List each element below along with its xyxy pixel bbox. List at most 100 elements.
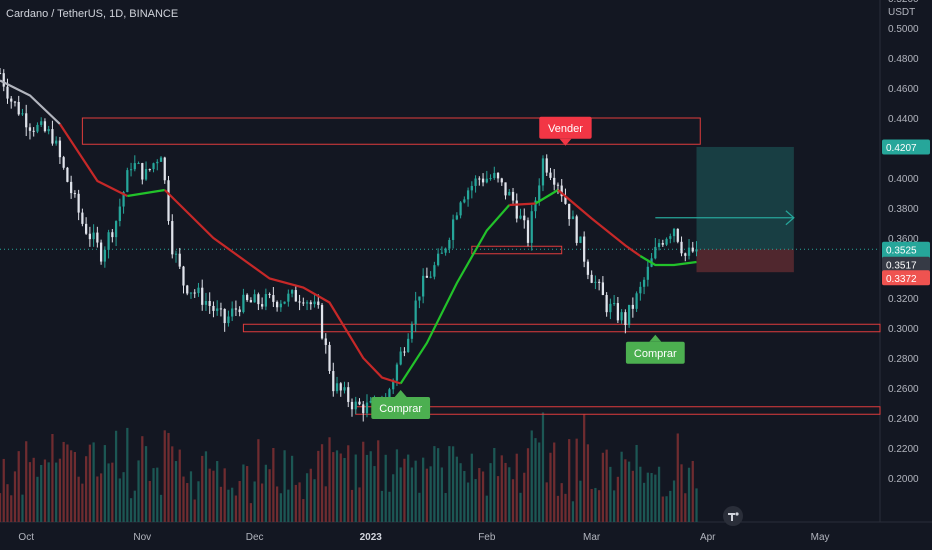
volume-bar xyxy=(534,438,537,522)
candle-body xyxy=(639,286,642,294)
candle-body xyxy=(283,301,286,304)
volume-bar xyxy=(616,476,619,522)
candle-body xyxy=(332,371,335,392)
volume-bar xyxy=(159,494,163,522)
candle-body xyxy=(392,380,395,390)
candle-body xyxy=(601,282,605,296)
candle-body xyxy=(605,295,608,313)
candle-body xyxy=(58,140,62,158)
volume-bar xyxy=(433,446,436,522)
candle-body xyxy=(118,206,121,222)
candle-body xyxy=(399,351,402,365)
volume-bar xyxy=(186,483,189,522)
volume-bar xyxy=(437,448,440,522)
volume-bar xyxy=(380,490,384,522)
candle-body xyxy=(508,191,511,196)
volume-bar xyxy=(429,466,432,522)
candle-body xyxy=(70,181,73,194)
volume-bar xyxy=(85,456,88,522)
volume-bar xyxy=(350,489,354,522)
candle-body xyxy=(6,86,9,99)
volume-bar xyxy=(174,461,178,522)
candle-body xyxy=(36,124,39,132)
volume-bar xyxy=(410,467,414,522)
volume-bar xyxy=(489,463,492,522)
time-tick-label: Dec xyxy=(246,532,264,543)
volume-bar xyxy=(470,453,473,522)
volume-bar xyxy=(73,451,77,522)
candle-body xyxy=(246,294,249,301)
price-tick-label: 0.3600 xyxy=(888,234,919,245)
volume-bar xyxy=(695,488,698,522)
candle-body xyxy=(305,302,309,304)
candle-body xyxy=(410,324,414,339)
price-tick-label: 0.2000 xyxy=(888,474,919,485)
volume-bar xyxy=(129,498,133,522)
moving-average-line xyxy=(639,255,697,267)
volume-bar xyxy=(672,480,676,522)
volume-bar xyxy=(212,470,215,522)
volume-bar xyxy=(88,444,91,522)
volume-bar xyxy=(613,490,616,522)
candle-body xyxy=(609,303,612,313)
candle-body xyxy=(144,169,148,180)
candle-body xyxy=(253,294,256,303)
candle-body xyxy=(575,216,578,243)
candle-body xyxy=(493,172,496,179)
volume-bar xyxy=(126,427,129,522)
volume-bar xyxy=(66,444,69,522)
candle-body xyxy=(275,301,279,308)
volume-bar xyxy=(114,430,118,522)
candle-body xyxy=(538,185,541,201)
volume-bar xyxy=(2,458,5,522)
candle-body xyxy=(21,113,24,115)
volume-bar xyxy=(601,452,605,522)
candle-body xyxy=(227,316,230,324)
volume-bar xyxy=(564,493,567,522)
candle-body xyxy=(433,265,436,277)
time-tick-label: 2023 xyxy=(360,532,383,543)
candle-body xyxy=(212,305,215,311)
candle-body xyxy=(335,383,339,392)
candle-body xyxy=(504,182,507,196)
time-tick-label: Feb xyxy=(478,532,496,543)
volume-bar xyxy=(40,464,43,522)
volume-bar xyxy=(133,490,136,522)
volume-bar xyxy=(103,445,106,522)
volume-bar xyxy=(627,461,631,522)
candle-body xyxy=(320,304,324,339)
volume-bar xyxy=(272,447,275,522)
candle-body xyxy=(691,247,694,252)
volume-bar xyxy=(455,456,458,522)
price-tick-label: 0.3800 xyxy=(888,204,919,215)
moving-average-line xyxy=(509,202,536,207)
volume-bar xyxy=(21,494,24,522)
candle-body xyxy=(0,73,2,74)
candle-body xyxy=(672,228,676,237)
price-tick-label: 0.3000 xyxy=(888,324,919,335)
volume-bar xyxy=(216,461,219,522)
candle-body xyxy=(313,301,316,305)
candle-body xyxy=(598,281,601,283)
volume-bar xyxy=(234,495,238,522)
candle-body xyxy=(571,216,575,220)
candle-body xyxy=(13,101,17,103)
candle-body xyxy=(616,303,619,321)
volume-bar xyxy=(605,449,608,522)
volume-bar xyxy=(335,450,339,522)
price-tick-label: 0.4800 xyxy=(888,54,919,65)
volume-bar xyxy=(328,437,331,522)
candle-body xyxy=(156,161,159,164)
volume-bar xyxy=(197,481,200,522)
volume-bar xyxy=(36,476,39,522)
candle-body xyxy=(354,401,357,410)
candle-body xyxy=(362,404,365,414)
candle-body xyxy=(182,266,185,286)
candle-body xyxy=(129,169,133,171)
candle-body xyxy=(463,199,466,203)
price-axis-tag xyxy=(882,256,930,272)
candle-body xyxy=(163,157,166,181)
volume-bar xyxy=(261,483,264,522)
buy-signal-pointer xyxy=(649,334,662,342)
